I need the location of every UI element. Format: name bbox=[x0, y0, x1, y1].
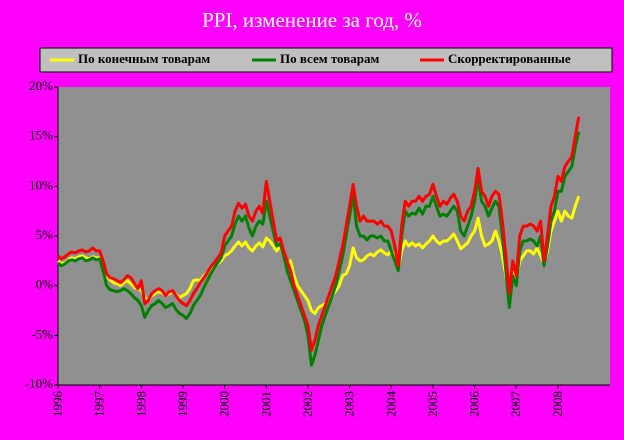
y-tick-label: 5% bbox=[36, 227, 54, 242]
y-tick-label: 20% bbox=[29, 78, 53, 93]
y-tick-label: 15% bbox=[29, 128, 53, 143]
series-line bbox=[57, 131, 581, 367]
x-tick-label: 2000 bbox=[217, 391, 232, 417]
x-tick-label: 2008 bbox=[550, 391, 565, 417]
x-tick-label: 1997 bbox=[92, 391, 107, 418]
chart-title: PPI, изменение за год, % bbox=[202, 8, 422, 32]
x-tick-label: 2007 bbox=[508, 391, 523, 418]
x-tick-label: 1996 bbox=[50, 391, 65, 418]
x-tick-label: 2004 bbox=[383, 391, 398, 418]
legend-label: По конечным товарам bbox=[78, 51, 210, 66]
x-tick-label: 1998 bbox=[133, 391, 148, 417]
x-tick-label: 2001 bbox=[258, 391, 273, 417]
legend-box bbox=[39, 47, 613, 73]
x-tick-label: 2006 bbox=[467, 391, 482, 418]
y-tick-label: -10% bbox=[25, 376, 53, 391]
y-tick-label: 0% bbox=[36, 277, 54, 292]
legend-label: По всем товарам bbox=[280, 51, 379, 66]
y-tick-label: 10% bbox=[29, 177, 53, 192]
x-tick-label: 2002 bbox=[300, 391, 315, 417]
x-tick-label: 2003 bbox=[342, 391, 357, 417]
y-tick-label: -5% bbox=[31, 326, 53, 341]
x-tick-label: 2005 bbox=[425, 391, 440, 417]
series-line bbox=[57, 116, 581, 352]
x-tick-label: 1999 bbox=[175, 391, 190, 417]
plot-area bbox=[58, 87, 610, 385]
legend-label: Скорректированные bbox=[448, 51, 571, 66]
